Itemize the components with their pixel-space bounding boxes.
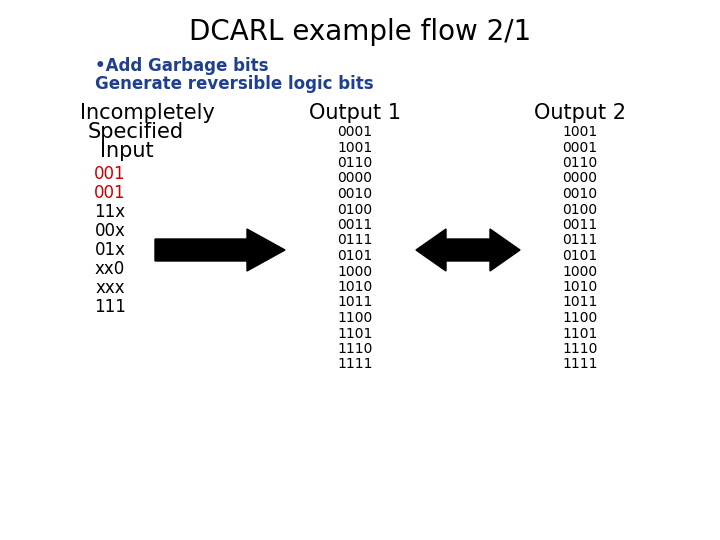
Text: Incompletely: Incompletely	[80, 103, 215, 123]
Text: 1111: 1111	[562, 357, 598, 372]
Text: 1110: 1110	[337, 342, 373, 356]
Text: Output 1: Output 1	[309, 103, 401, 123]
Text: 1100: 1100	[338, 311, 373, 325]
FancyArrow shape	[155, 229, 285, 271]
Text: 001: 001	[94, 184, 126, 202]
Text: 001: 001	[94, 165, 126, 183]
Text: 0000: 0000	[562, 172, 598, 186]
Text: xxx: xxx	[95, 279, 125, 297]
Text: xx0: xx0	[95, 260, 125, 278]
Text: •Add Garbage bits: •Add Garbage bits	[95, 57, 269, 75]
Text: 01x: 01x	[94, 241, 125, 259]
Text: 1011: 1011	[337, 295, 373, 309]
Text: 0100: 0100	[562, 202, 598, 217]
Text: 0110: 0110	[562, 156, 598, 170]
Text: 1111: 1111	[337, 357, 373, 372]
Text: 0111: 0111	[337, 233, 373, 247]
Text: DCARL example flow 2/1: DCARL example flow 2/1	[189, 18, 531, 46]
Text: 1110: 1110	[562, 342, 598, 356]
Text: 0001: 0001	[562, 140, 598, 154]
Text: 0011: 0011	[562, 218, 598, 232]
Text: 0010: 0010	[338, 187, 372, 201]
Text: 1100: 1100	[562, 311, 598, 325]
Text: 0011: 0011	[338, 218, 373, 232]
Text: 11x: 11x	[94, 203, 125, 221]
Text: 1000: 1000	[562, 265, 598, 279]
Text: Generate reversible logic bits: Generate reversible logic bits	[95, 75, 374, 93]
Text: Input: Input	[100, 141, 153, 161]
Text: 0001: 0001	[338, 125, 372, 139]
Text: 00x: 00x	[94, 222, 125, 240]
Text: 1010: 1010	[338, 280, 373, 294]
Polygon shape	[416, 229, 520, 271]
Text: 1101: 1101	[562, 327, 598, 341]
Text: 1010: 1010	[562, 280, 598, 294]
Text: 0101: 0101	[562, 249, 598, 263]
Text: 1101: 1101	[337, 327, 373, 341]
Text: 0111: 0111	[562, 233, 598, 247]
Text: 0010: 0010	[562, 187, 598, 201]
Text: 1000: 1000	[338, 265, 372, 279]
Text: 1011: 1011	[562, 295, 598, 309]
Text: Output 2: Output 2	[534, 103, 626, 123]
Text: 0000: 0000	[338, 172, 372, 186]
Text: 0101: 0101	[338, 249, 373, 263]
Text: 0110: 0110	[338, 156, 373, 170]
Text: 111: 111	[94, 298, 126, 316]
Text: 0100: 0100	[338, 202, 372, 217]
Text: Specified: Specified	[88, 122, 184, 142]
Text: 1001: 1001	[562, 125, 598, 139]
Text: 1001: 1001	[338, 140, 373, 154]
